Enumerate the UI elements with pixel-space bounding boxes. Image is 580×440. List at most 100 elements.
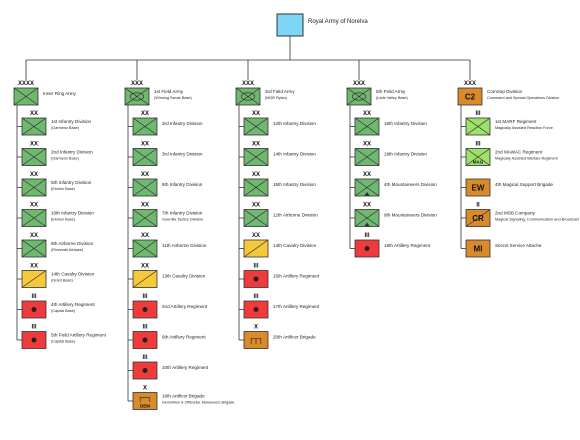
unit-title: ComSop Division [487, 89, 523, 94]
infantry-cross [21, 117, 47, 136]
echelon-mark: XX [30, 111, 38, 117]
unit-subtitle: Demolition & Offensive Maneuvers Brigade [162, 401, 235, 405]
echelon-mark: XX [141, 203, 149, 209]
unit-subtitle: (Elorion Base) [51, 187, 76, 191]
echelon-mark: XX [30, 233, 38, 239]
column-2: DEM [124, 60, 158, 410]
infantry-cross [21, 148, 47, 166]
infantry-cross [465, 117, 491, 136]
artillery-dot [31, 307, 37, 312]
echelon-mark: XX [141, 111, 149, 117]
echelon-mark: XX [363, 111, 371, 117]
artillery-dot [142, 368, 148, 373]
echelon-mark: XX [252, 111, 260, 117]
echelon-mark: II [476, 203, 480, 209]
cavalry-diagonal [21, 270, 47, 288]
infantry-cross [132, 178, 158, 197]
unit-subtitle: (Riverside Airbase) [51, 248, 84, 252]
artillery-dot [31, 337, 37, 343]
unit-title: 17th Artillery Regiment [273, 304, 320, 309]
unit-code: MAG [473, 160, 484, 165]
unit-title: 3rd Infantry Division [162, 152, 203, 157]
echelon-mark: XXX [242, 81, 254, 87]
unit-subtitle: Command and Special Operations Division [487, 96, 559, 100]
unit-subtitle: (Capital Base) [51, 309, 76, 313]
artillery-dot [253, 307, 259, 312]
armor-oval [351, 92, 367, 101]
unit-title: 13th Cavalry Division [162, 274, 206, 279]
infantry-cross [132, 148, 158, 166]
unit-title: 7th Infantry Division [162, 211, 203, 216]
cavalry-diagonal [465, 209, 491, 227]
unit-title: 14th Infantry Division [273, 152, 316, 157]
unit-subtitle: (Winning Sands Base) [154, 96, 193, 100]
unit-title: 6th Infantry Division [162, 182, 203, 187]
echelon-mark: III [31, 325, 36, 331]
unit-subtitle: Magical Signaling, Communication and Bro… [495, 218, 580, 222]
unit-title: 16th Artificer Brigade [162, 394, 205, 399]
echelon-mark: X [254, 325, 258, 331]
unit-title: 10th Infantry Division [51, 211, 94, 216]
unit-frame [465, 239, 491, 258]
echelon-mark: XX [30, 203, 38, 209]
infantry-cross [243, 209, 269, 227]
unit-subtitle: Magically Assisted Reaction Force [495, 126, 553, 130]
echelon-mark: XX [363, 142, 371, 148]
unit-code: CR [472, 214, 484, 223]
unit-code: DEM [140, 404, 150, 409]
infantry-cross [354, 117, 380, 136]
unit-title: 4th Mountaineers Division [384, 182, 437, 187]
unit-subtitle: (Grant Base) [51, 279, 73, 283]
artillery-dot [253, 276, 259, 282]
unit-title: 2nd MAWAC Regiment [495, 150, 543, 155]
unit-title: 1st Field Army [154, 89, 184, 94]
unit-title: 15th Artillery Regiment [273, 274, 320, 279]
unit-frame [465, 178, 491, 197]
infantry-cross [235, 87, 261, 106]
echelon-mark: III [364, 233, 369, 239]
unit-subtitle: (Garmenz Base) [51, 157, 80, 161]
unit-title: 2nd MSB Company [495, 211, 536, 216]
unit-title: 3rd Field Army [265, 89, 295, 94]
unit-subtitle: (Elorion Base) [51, 218, 76, 222]
unit-subtitle: (Garmenz Base) [51, 126, 80, 130]
column-1 [13, 60, 47, 349]
cavalry-diagonal [243, 239, 269, 258]
unit-title: 20th Artificer Brigade [273, 335, 316, 340]
unit-title: 1st Infantry Division [51, 119, 92, 124]
unit-title: 12th Airborne Division [273, 213, 318, 218]
echelon-mark: XX [141, 233, 149, 239]
engineer-mark [250, 337, 262, 345]
echelon-mark: XX [363, 172, 371, 178]
unit-subtitle: (Lade Valley Base) [376, 96, 409, 100]
unit-code: EW [472, 184, 485, 193]
echelon-mark: III [142, 294, 147, 300]
infantry-cross [21, 209, 47, 227]
unit-title: 4th Magical Support Brigade [495, 182, 553, 187]
column-4 [346, 60, 380, 258]
infantry-cross [132, 209, 158, 227]
unit-title: Inner Ring Army [43, 91, 77, 96]
unit-title: 18th Infantry Division [384, 121, 427, 126]
infantry-cross [21, 178, 47, 197]
unit-title: 12th Infantry Division [273, 121, 316, 126]
column-3 [235, 60, 269, 349]
cavalry-diagonal [132, 270, 158, 288]
infantry-cross [354, 148, 380, 166]
echelon-mark: XXX [464, 81, 476, 87]
echelon-mark: III [475, 142, 480, 148]
root-symbol [276, 13, 304, 37]
echelon-mark: XX [252, 142, 260, 148]
echelon-mark: III [31, 294, 36, 300]
echelon-mark: XXXX [18, 81, 34, 87]
infantry-cross [132, 117, 158, 136]
armor-oval [240, 92, 256, 101]
echelon-mark: III [253, 264, 258, 270]
echelon-mark: XX [141, 264, 149, 270]
echelon-mark: XXX [131, 81, 143, 87]
echelon-mark: III [142, 325, 147, 331]
unit-title: 4th Artillery Regiment [51, 302, 95, 307]
infantry-cross [124, 87, 150, 106]
unit-title: 14th Cavalry Division [273, 243, 317, 248]
